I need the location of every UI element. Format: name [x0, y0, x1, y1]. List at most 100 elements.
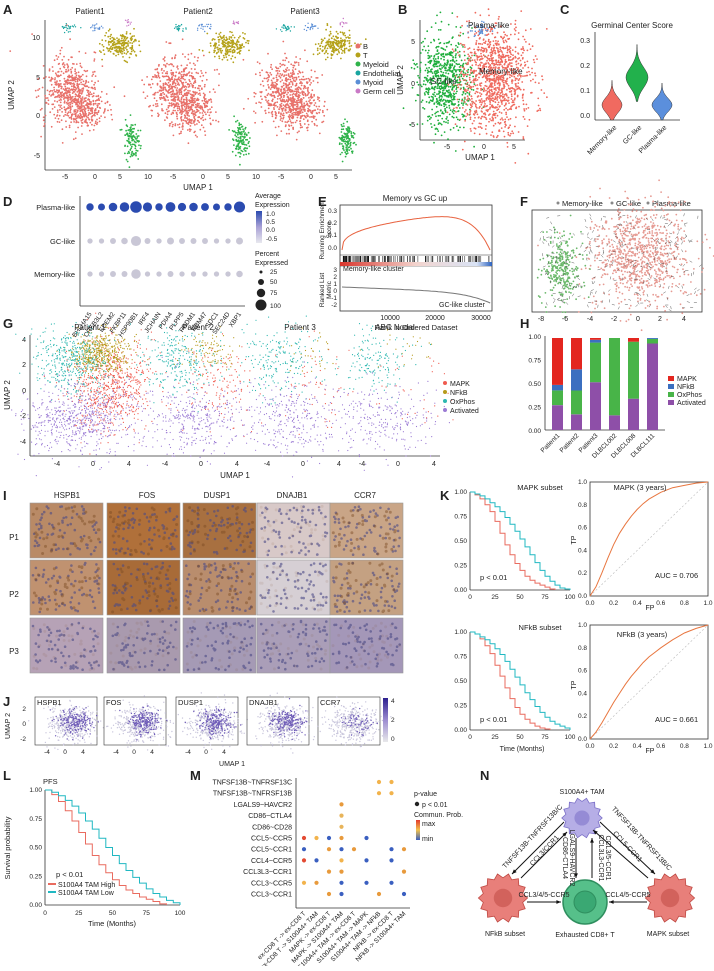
scatter-nfkb: [173, 318, 241, 377]
panel-j-ytick: 2: [22, 706, 26, 713]
dot-JCHAIN: [156, 238, 162, 244]
comm-dot: [339, 869, 344, 874]
panel-g-ytick: 2: [22, 362, 26, 369]
panel-b-ytick: -5: [409, 122, 415, 129]
comm-dot: [339, 824, 344, 829]
panel-j-xtick: -4: [185, 749, 191, 756]
scatter-activated: [222, 361, 366, 478]
comm-dot: [389, 791, 394, 796]
panel-g-ytick: -2: [20, 413, 26, 420]
panel-j-xtick: -4: [113, 749, 119, 756]
feature-low: [28, 699, 105, 751]
dot-FKBP11: [119, 202, 130, 212]
panel-label-h: H: [520, 316, 529, 331]
tam-cell-icon-nucleus: [574, 810, 590, 826]
ihc-stain: [331, 621, 402, 671]
ihc-nuclei: [32, 505, 102, 556]
comm-dot: [301, 847, 307, 852]
scatter-activated: [11, 374, 180, 477]
panel-d-avg-title-2: Expression: [255, 202, 290, 209]
ihc-tile: [329, 617, 404, 674]
panel-h-ytick: 0.50: [528, 381, 541, 388]
cd8-cell-nucleus: [573, 890, 597, 914]
panel-j-xlabel: UMAP 1: [219, 761, 245, 768]
dot-HSP90B1: [130, 201, 142, 213]
panel-label-c: C: [560, 2, 570, 17]
panel-m-legend-min: min: [422, 836, 433, 843]
panel-j-gene: CCR7: [320, 698, 340, 707]
panel-l-ylabel: Survival probability: [3, 816, 12, 879]
panel-f-xtick: -4: [587, 316, 593, 323]
dot-RBM47: [202, 271, 208, 277]
ihc-nuclei: [112, 506, 179, 556]
panel-h-xtick: Patient1: [540, 432, 562, 454]
panel-h-xticks: Patient1Patient2Patient3DLBCL002DLBCL008…: [540, 432, 657, 460]
edge-label: LGALS9-HAVCR2: [568, 830, 575, 887]
panel-a-xtick: 5: [118, 174, 122, 181]
ihc-nuclei: [259, 619, 329, 671]
panel-label-k: K: [440, 488, 450, 503]
panel-k-ylabel-roc-top: TP: [571, 535, 578, 544]
legend-swatch-nfkb: [443, 390, 447, 394]
panel-d-avg-title-1: Average: [255, 193, 281, 200]
dot-PRDM1: [190, 271, 197, 277]
panel-j-cbar-tick: 4: [391, 698, 395, 705]
panel-j-maps: HSPB1 -4 0 4 FOS -4 0 4 DUSP1 -4 0 4 DNAJB1 CCR7: [28, 692, 392, 756]
panel-g-xtick: 0: [301, 461, 305, 468]
roc-xtick: 1.0: [703, 600, 712, 607]
scatter-t-cells: [198, 30, 250, 64]
dot-JCHAIN: [155, 203, 163, 211]
panel-e-ytick: 0: [333, 288, 337, 295]
legend-swatch-nfkb: [668, 384, 674, 389]
panel-d-avg-tick: -0.5: [266, 236, 278, 243]
violin-1: [625, 44, 649, 102]
rank-bar: [340, 262, 492, 266]
dot-CREB3L2: [98, 271, 105, 277]
scatter-endothelial: [173, 23, 187, 32]
panel-l-ytick: 0.00: [29, 902, 42, 909]
edge-mapk-tam-head: [593, 830, 598, 835]
panel-d-pct-swatch: [256, 288, 266, 298]
comm-dot: [339, 858, 344, 863]
bar-activated: [571, 414, 582, 430]
panel-h-ytick: 0.00: [528, 428, 541, 435]
panel-a-xtick: -5: [278, 174, 284, 181]
roc-xtick: 0.8: [680, 743, 689, 750]
panel-e-xtick: 20000: [425, 315, 445, 322]
legend-swatch-endothelial: [355, 70, 361, 76]
panel-c-xtick: Memory-like: [587, 124, 619, 156]
ihc-tile: [182, 559, 257, 616]
panel-f-xtick: -6: [562, 316, 568, 323]
comm-dot: [326, 847, 332, 852]
roc-frame: [589, 624, 709, 740]
panel-e-xtick: 30000: [471, 315, 491, 322]
ihc-stain: [187, 563, 255, 613]
scatter-activated: [117, 356, 261, 466]
dot-BHLHA15: [87, 271, 93, 277]
roc-xtick: 0.0: [585, 743, 594, 750]
panel-e-ylabel-top-2: Score: [326, 221, 333, 238]
panel-j-ytick: -2: [20, 736, 26, 743]
roc-ytick: 0.8: [578, 645, 587, 652]
panel-e-ylabel-bottom-1: Ranked List: [319, 273, 326, 308]
node-label-tam: S100A4+ TAM: [559, 789, 604, 796]
dot-PDIA4: [167, 271, 174, 277]
dot-HSP90B1: [130, 235, 142, 247]
comm-dot: [339, 813, 344, 818]
panel-m-pair: CCL3L3~CCR1: [243, 869, 292, 876]
scatter-germ: [232, 20, 240, 25]
roc-diagonal: [589, 481, 709, 597]
panel-l: L PFS 1.00 0.75 0.50 0.25 0.000 25 50 75 100 p <…: [3, 768, 186, 928]
dot-FKBP11: [121, 237, 128, 245]
panel-m-pair: CCL3~CCR5: [251, 880, 292, 887]
legend-swatch-mapk: [668, 376, 674, 381]
panel-g: G Patient 1 Patient 2 Patient 3 ABC Noda…: [3, 312, 479, 480]
panel-label-d: D: [3, 194, 12, 209]
panel-m-pair: CCL4~CCR5: [251, 858, 292, 865]
panel-c-xtick: GC-like: [622, 124, 644, 146]
panel-g-xtick: -4: [162, 461, 168, 468]
bar-nfkb: [647, 338, 658, 339]
scatter-plasma-like: [466, 20, 496, 38]
edge-label: CCL3/5-CCR1: [604, 835, 611, 880]
